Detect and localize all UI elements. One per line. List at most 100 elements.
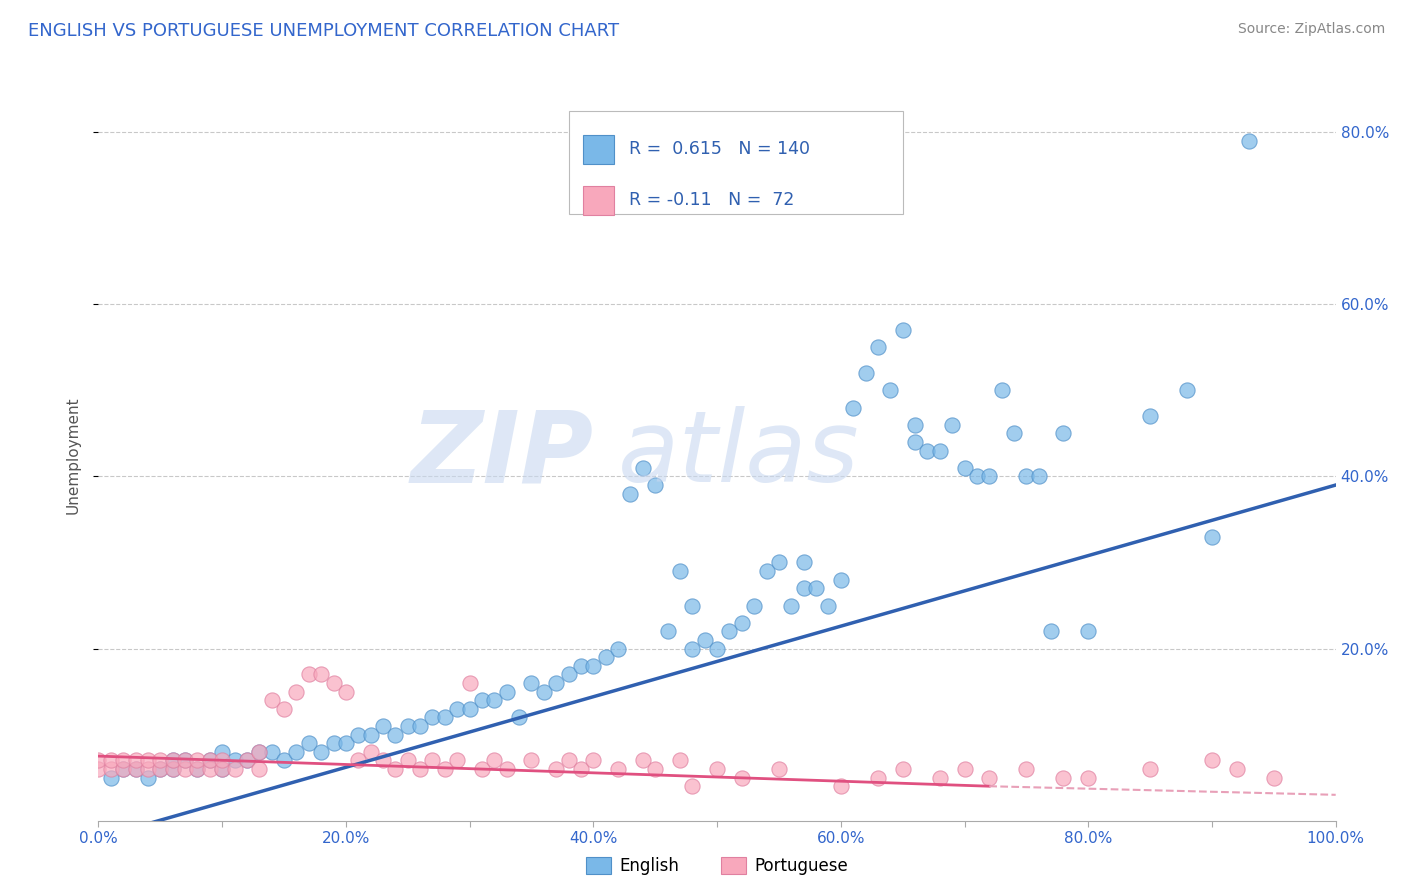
Point [1052, 426, 1074, 441]
Point [879, 384, 901, 398]
Point [458, 676, 481, 690]
Point [298, 667, 321, 681]
Point [273, 753, 295, 767]
Point [1015, 762, 1038, 776]
Point [347, 753, 370, 767]
Point [360, 745, 382, 759]
Point [198, 753, 221, 767]
Point [335, 736, 357, 750]
Point [198, 753, 221, 767]
Point [706, 762, 728, 776]
Point [1077, 771, 1099, 785]
Point [607, 762, 630, 776]
Point [1226, 762, 1249, 776]
Point [149, 762, 172, 776]
Y-axis label: Unemployment: Unemployment [65, 396, 80, 514]
Point [755, 564, 778, 578]
Point [384, 728, 406, 742]
Point [1040, 624, 1063, 639]
Point [198, 762, 221, 776]
Point [804, 582, 827, 596]
Point [830, 573, 852, 587]
Point [236, 753, 259, 767]
Point [631, 753, 654, 767]
Point [174, 753, 197, 767]
Point [533, 684, 555, 698]
Point [162, 762, 184, 776]
Point [87, 753, 110, 767]
Point [211, 753, 233, 767]
Point [1139, 409, 1161, 424]
Point [1002, 426, 1025, 441]
Point [1201, 753, 1223, 767]
Point [371, 719, 394, 733]
Point [396, 719, 419, 733]
Point [520, 676, 543, 690]
Point [780, 599, 803, 613]
Point [1201, 530, 1223, 544]
Point [557, 667, 579, 681]
Point [1237, 134, 1260, 148]
Point [941, 417, 963, 432]
Point [495, 684, 517, 698]
Point [842, 401, 865, 415]
Point [904, 417, 927, 432]
Point [186, 762, 208, 776]
Point [546, 762, 568, 776]
Text: Source: ZipAtlas.com: Source: ZipAtlas.com [1237, 22, 1385, 37]
Point [582, 753, 605, 767]
Point [508, 710, 530, 724]
Point [657, 624, 679, 639]
Point [285, 745, 308, 759]
Point [236, 753, 259, 767]
Point [484, 753, 506, 767]
Point [162, 753, 184, 767]
Point [979, 469, 1001, 483]
Point [1052, 771, 1074, 785]
Point [546, 676, 568, 690]
Text: R =  0.615   N = 140: R = 0.615 N = 140 [630, 140, 810, 158]
Point [681, 641, 703, 656]
Point [247, 762, 270, 776]
Point [149, 762, 172, 776]
Point [309, 745, 332, 759]
Point [260, 693, 283, 707]
Point [458, 702, 481, 716]
Point [186, 753, 208, 767]
Point [681, 779, 703, 793]
Point [149, 753, 172, 767]
Point [817, 599, 839, 613]
Point [669, 753, 692, 767]
Point [990, 384, 1012, 398]
Point [112, 753, 135, 767]
Point [793, 556, 815, 570]
Point [569, 762, 592, 776]
Point [247, 745, 270, 759]
Point [953, 762, 976, 776]
Point [273, 702, 295, 716]
Point [260, 745, 283, 759]
Point [224, 762, 246, 776]
Point [731, 771, 754, 785]
Point [112, 762, 135, 776]
Point [136, 753, 159, 767]
Point [335, 684, 357, 698]
Point [124, 753, 146, 767]
Point [706, 641, 728, 656]
Text: atlas: atlas [619, 407, 859, 503]
Point [433, 710, 456, 724]
Point [731, 615, 754, 630]
Point [582, 658, 605, 673]
Point [619, 486, 641, 500]
Point [1028, 469, 1050, 483]
Point [669, 564, 692, 578]
Point [247, 745, 270, 759]
Point [211, 762, 233, 776]
Point [1077, 624, 1099, 639]
Point [495, 762, 517, 776]
Point [285, 684, 308, 698]
Point [360, 728, 382, 742]
Point [162, 753, 184, 767]
Point [211, 762, 233, 776]
Point [855, 366, 877, 380]
